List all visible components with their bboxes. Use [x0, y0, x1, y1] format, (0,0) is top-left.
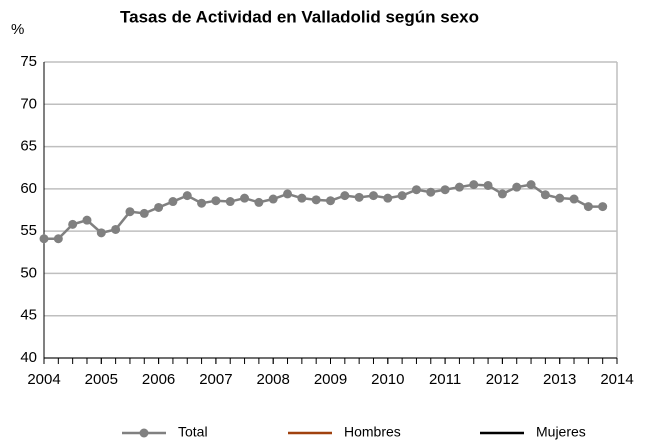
data-point — [326, 196, 335, 206]
y-axis-label: % — [11, 21, 24, 38]
y-tick-label: 40 — [20, 349, 37, 366]
data-point — [540, 190, 550, 200]
data-point — [440, 185, 450, 195]
y-tick-label: 70 — [20, 95, 37, 112]
data-point — [426, 187, 436, 197]
data-point — [53, 234, 63, 244]
x-tick-label: 2013 — [543, 371, 576, 388]
data-point — [197, 198, 207, 208]
legend-label: Hombres — [344, 424, 401, 440]
x-tick-label: 2006 — [142, 371, 175, 388]
x-tick-label: 2005 — [85, 371, 118, 388]
x-tick-label: 2009 — [314, 371, 347, 388]
x-tick-label: 2010 — [371, 371, 404, 388]
data-point — [168, 197, 178, 207]
y-tick-label: 75 — [20, 53, 37, 70]
y-tick-label: 60 — [20, 180, 37, 197]
chart-title: Tasas de Actividad en Valladolid según s… — [120, 7, 479, 26]
data-point — [68, 219, 78, 229]
data-point — [139, 208, 149, 218]
y-tick-label: 50 — [20, 264, 37, 281]
data-point — [383, 193, 393, 203]
data-point — [111, 224, 121, 234]
legend-marker — [139, 428, 149, 438]
x-tick-label: 2014 — [600, 371, 633, 388]
data-point — [225, 197, 235, 207]
data-point — [569, 194, 579, 204]
data-point — [154, 202, 164, 212]
data-point — [397, 191, 407, 201]
data-point — [555, 193, 565, 203]
series-line — [44, 183, 603, 241]
x-tick-label: 2011 — [429, 371, 461, 388]
x-tick-label: 2004 — [27, 371, 60, 388]
data-point — [526, 180, 536, 190]
data-point — [483, 180, 493, 190]
data-point — [254, 197, 264, 207]
data-point — [240, 193, 250, 203]
data-point — [583, 202, 593, 212]
data-point — [297, 193, 307, 203]
data-point — [354, 192, 364, 202]
data-point — [497, 189, 507, 199]
y-tick-label: 55 — [20, 222, 37, 239]
data-point — [340, 191, 350, 201]
data-point — [182, 191, 192, 201]
data-point — [368, 191, 378, 201]
legend-label: Mujeres — [536, 424, 586, 440]
data-point — [96, 228, 106, 238]
x-tick-label: 2012 — [486, 371, 519, 388]
x-tick-label: 2008 — [257, 371, 290, 388]
data-point — [82, 215, 92, 225]
data-point — [311, 195, 321, 205]
data-point — [211, 196, 221, 206]
data-point — [268, 194, 278, 204]
y-tick-label: 45 — [20, 307, 37, 324]
x-tick-label: 2007 — [199, 371, 232, 388]
data-point — [469, 180, 479, 190]
legend-label: Total — [178, 424, 208, 440]
data-point — [125, 207, 135, 217]
data-point — [39, 234, 49, 244]
data-point — [512, 182, 522, 192]
y-tick-label: 65 — [20, 138, 37, 155]
data-point — [411, 185, 421, 195]
data-point — [283, 189, 293, 199]
data-point — [598, 202, 608, 212]
data-point — [454, 182, 464, 192]
